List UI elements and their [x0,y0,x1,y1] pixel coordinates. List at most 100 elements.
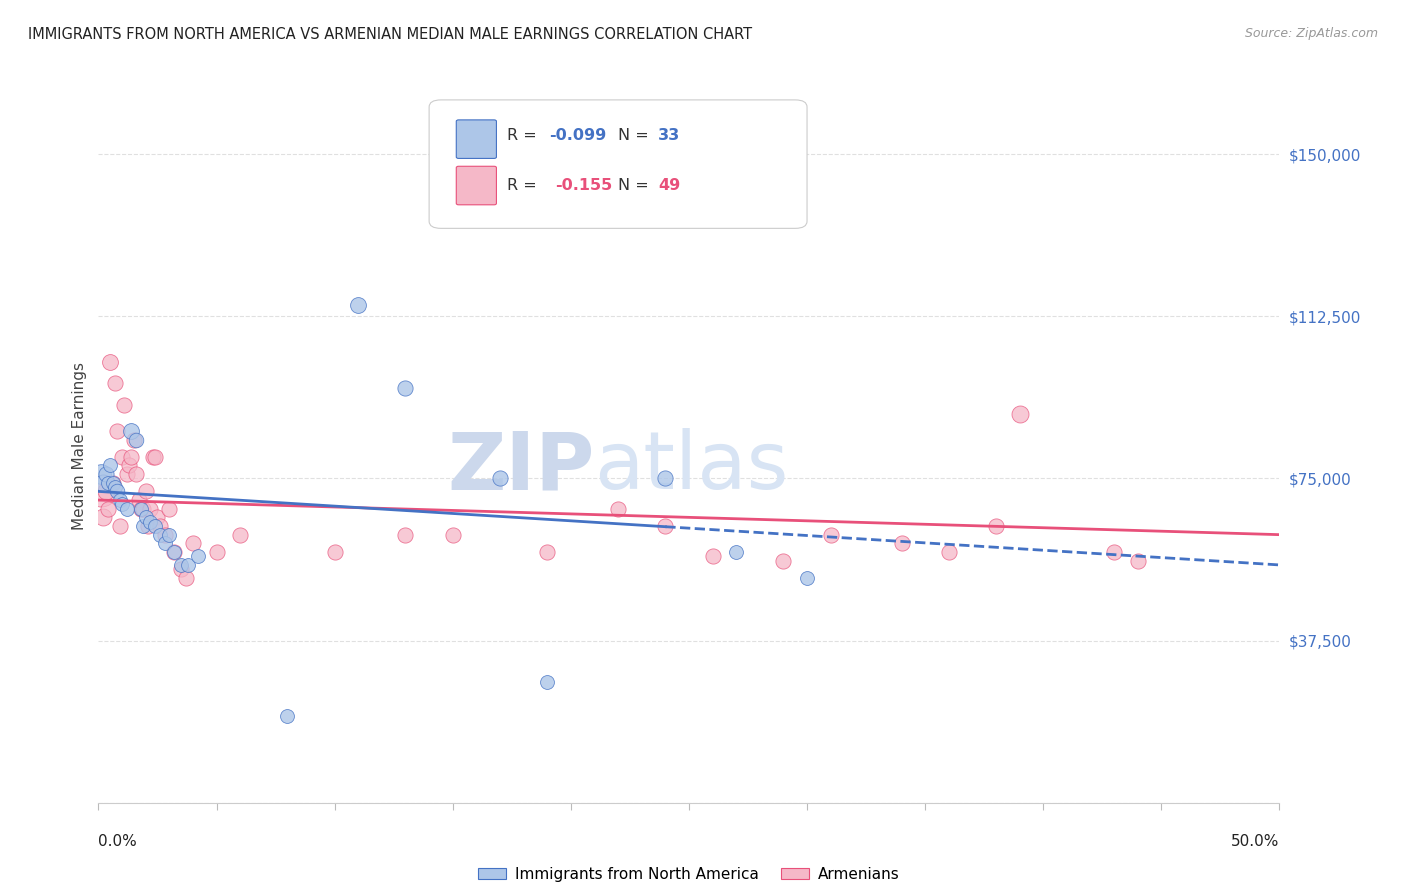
Point [1126,553,1149,567]
Point [122,433,145,447]
Point [111,450,134,464]
FancyBboxPatch shape [429,100,807,228]
Point [163,545,186,559]
Point [394,381,416,395]
Point [101,475,124,490]
Text: 49: 49 [658,178,681,194]
Point [91,475,114,490]
Point [938,545,960,559]
Point [136,519,159,533]
Point [536,674,558,689]
Text: 0.0%: 0.0% [98,834,138,849]
Point [820,527,842,541]
Point [181,536,204,550]
Point [112,398,135,412]
Point [153,527,176,541]
Point [115,467,138,482]
Point [121,450,143,464]
Point [394,527,416,541]
Text: ZIP: ZIP [447,428,595,507]
Point [984,519,1007,533]
Point [229,527,252,541]
Text: Source: ZipAtlas.com: Source: ZipAtlas.com [1244,27,1378,40]
Point [890,536,912,550]
Point [139,501,162,516]
FancyBboxPatch shape [457,120,496,159]
Point [796,571,818,585]
Point [125,433,148,447]
Point [143,519,166,533]
Point [149,519,172,533]
Point [772,553,794,567]
Point [135,484,157,499]
Point [725,545,748,559]
Point [115,501,138,516]
Point [97,475,120,490]
Point [170,558,193,572]
Text: 50.0%: 50.0% [1232,834,1279,849]
Point [132,501,155,516]
Point [132,519,155,533]
Point [118,458,141,473]
Point [98,354,121,368]
Point [104,376,127,391]
Point [108,519,131,533]
Text: R =: R = [508,128,541,144]
Point [142,450,165,464]
Point [98,458,121,473]
FancyBboxPatch shape [457,166,496,205]
Text: -0.099: -0.099 [550,128,607,144]
Point [135,510,157,524]
Point [177,558,200,572]
Point [163,545,186,559]
Text: IMMIGRANTS FROM NORTH AMERICA VS ARMENIAN MEDIAN MALE EARNINGS CORRELATION CHART: IMMIGRANTS FROM NORTH AMERICA VS ARMENIA… [28,27,752,42]
Point [1102,545,1125,559]
Point [654,519,676,533]
Point [90,467,112,482]
Point [105,424,128,438]
Point [536,545,558,559]
Point [205,545,228,559]
Point [149,527,172,541]
Text: -0.155: -0.155 [555,178,613,194]
Point [489,471,512,485]
Point [702,549,724,564]
Point [146,510,169,524]
Point [94,467,117,482]
Point [129,501,152,516]
Y-axis label: Median Male Earnings: Median Male Earnings [72,362,87,530]
Point [101,475,124,490]
Point [347,298,370,312]
Point [441,527,464,541]
Point [607,501,630,516]
Point [157,527,180,541]
Point [90,484,112,499]
Point [91,510,114,524]
Point [111,497,134,511]
Point [104,480,127,494]
Point [94,484,117,499]
Legend: Immigrants from North America, Armenians: Immigrants from North America, Armenians [472,861,905,888]
Point [174,571,197,585]
Point [143,450,166,464]
Text: N =: N = [619,128,654,144]
Point [139,515,162,529]
Point [323,545,346,559]
Point [97,501,120,516]
Point [125,467,148,482]
Text: atlas: atlas [595,428,789,507]
Point [153,536,176,550]
Point [121,424,143,438]
Text: N =: N = [619,178,654,194]
Text: R =: R = [508,178,547,194]
Point [276,709,298,723]
Point [157,501,180,516]
Point [128,493,150,508]
Point [105,484,128,499]
Point [654,471,676,485]
Point [129,501,152,516]
Point [170,562,193,576]
Text: 33: 33 [658,128,681,144]
Point [1008,407,1031,421]
Point [187,549,209,564]
